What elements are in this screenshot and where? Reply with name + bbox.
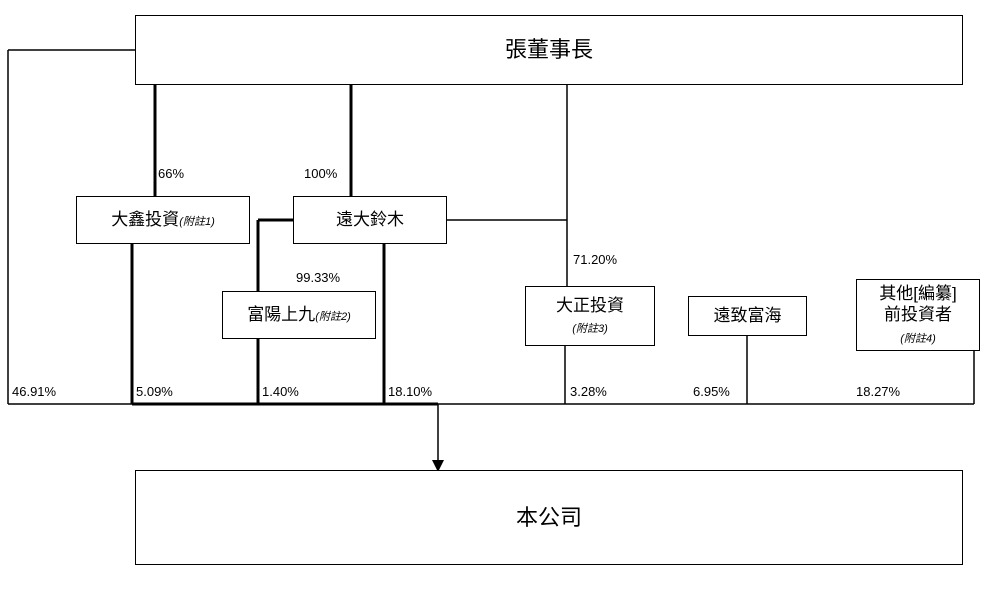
node-company-label: 本公司 xyxy=(516,505,582,530)
pct-7120: 71.20% xyxy=(573,252,617,267)
node-company: 本公司 xyxy=(135,470,963,565)
node-daxin: 大鑫投資(附註1) xyxy=(76,196,250,244)
node-daxin-label: 大鑫投資 xyxy=(111,210,179,229)
node-fuyang-note: (附註2) xyxy=(315,311,351,323)
pct-66: 66% xyxy=(158,166,184,181)
node-other-note: (附註4) xyxy=(900,333,936,345)
node-chairman: 張董事長 xyxy=(135,15,963,85)
pct-140: 1.40% xyxy=(262,384,299,399)
node-yuanzhi: 遠致富海 xyxy=(688,296,807,336)
pct-328: 3.28% xyxy=(570,384,607,399)
node-other-label: 其他[編纂] 前投資者 xyxy=(879,284,956,324)
pct-9933: 99.33% xyxy=(296,270,340,285)
node-fuyang: 富陽上九(附註2) xyxy=(222,291,376,339)
pct-1827: 18.27% xyxy=(856,384,900,399)
node-dazheng-note: (附註3) xyxy=(572,323,608,335)
pct-1810: 18.10% xyxy=(388,384,432,399)
node-yuanda: 遠大鈴木 xyxy=(293,196,447,244)
pct-509: 5.09% xyxy=(136,384,173,399)
node-fuyang-label: 富陽上九 xyxy=(247,305,315,324)
node-other: 其他[編纂] 前投資者 (附註4) xyxy=(856,279,980,351)
node-yuanzhi-label: 遠致富海 xyxy=(714,306,782,325)
pct-100: 100% xyxy=(304,166,337,181)
node-chairman-label: 張董事長 xyxy=(505,37,593,62)
node-dazheng-label: 大正投資 xyxy=(556,296,624,315)
pct-695: 6.95% xyxy=(693,384,730,399)
node-yuanda-label: 遠大鈴木 xyxy=(336,210,404,229)
node-dazheng: 大正投資 (附註3) xyxy=(525,286,655,346)
node-daxin-note: (附註1) xyxy=(179,216,215,228)
pct-4691: 46.91% xyxy=(12,384,56,399)
org-chart-canvas: 張董事長 大鑫投資(附註1) 遠大鈴木 富陽上九(附註2) 大正投資 (附註3)… xyxy=(0,0,997,592)
